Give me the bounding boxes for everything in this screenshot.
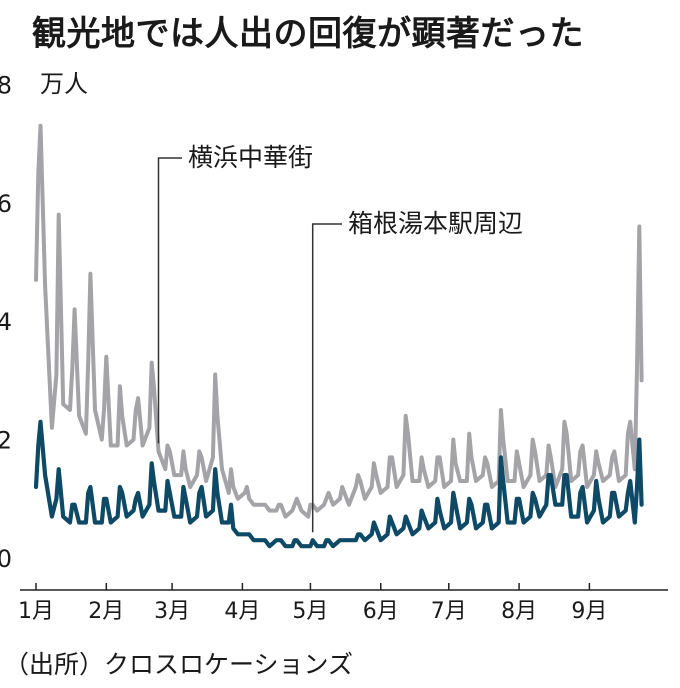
x-tick-label: 1月 xyxy=(18,599,54,624)
y-axis-unit-label: 万人 xyxy=(40,70,88,98)
series-line xyxy=(34,123,644,519)
y-tick-label: 4 xyxy=(0,308,12,336)
lines-layer xyxy=(33,123,644,549)
annotation-leader xyxy=(157,157,182,444)
annotation-label: 横浜中華街 xyxy=(188,143,313,172)
y-tick-label: 8 xyxy=(0,71,12,99)
x-tick-label: 8月 xyxy=(501,599,537,624)
y-tick-label: 2 xyxy=(0,427,12,455)
annotation-label: 箱根湯本駅周辺 xyxy=(348,209,523,238)
chart-title: 観光地では人出の回復が顕著だった xyxy=(32,14,584,54)
axis-layer: 万人 0 2 4 6 8 1月 2月 3月 4月 5月 6月 7月 8月 9月 xyxy=(0,70,668,624)
x-tick-label: 5月 xyxy=(292,599,328,624)
x-tick-label: 4月 xyxy=(224,599,260,624)
x-tick-label: 6月 xyxy=(363,599,399,624)
y-tick-label: 6 xyxy=(0,190,12,218)
x-tick-label: 2月 xyxy=(88,599,124,624)
y-tick-label: 0 xyxy=(0,545,12,573)
x-tick-label: 9月 xyxy=(571,599,607,624)
source-note: （出所）クロスロケーションズ xyxy=(4,650,354,679)
x-tick-label: 3月 xyxy=(154,599,190,624)
x-tick-label: 7月 xyxy=(431,599,467,624)
annotation-leader xyxy=(311,223,342,533)
series-line xyxy=(33,419,644,549)
